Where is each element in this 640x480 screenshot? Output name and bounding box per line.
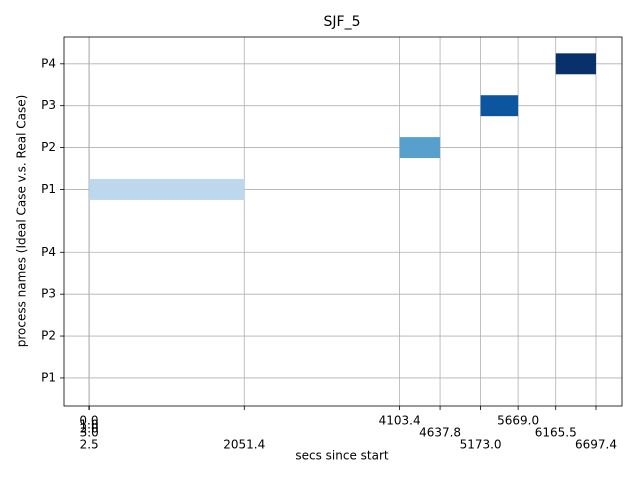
y-tick-label: P3 [41, 98, 56, 112]
y-axis-label: process names (Ideal Case v.s. Real Case… [15, 95, 29, 348]
y-tick-label: P3 [41, 287, 56, 301]
x-tick-label: 4637.8 [419, 426, 461, 440]
bar [555, 53, 596, 75]
y-tick-label: P1 [41, 182, 56, 196]
x-axis-label: secs since start [295, 449, 389, 463]
x-tick-label: 6165.5 [535, 426, 577, 440]
y-tick-label: P2 [41, 140, 56, 154]
bar [480, 95, 519, 117]
y-tick-label: P4 [41, 56, 56, 70]
y-tick-label: P1 [41, 370, 56, 384]
x-tick-label: 6697.4 [575, 438, 617, 452]
x-tick-label: 0.0 [79, 414, 98, 428]
x-tick-label: 2051.4 [223, 438, 265, 452]
x-tick-label: 5173.0 [460, 438, 502, 452]
x-tick-label: 2.5 [80, 438, 99, 452]
axes-frame [63, 36, 623, 407]
chart-title: SJF_5 [324, 14, 361, 30]
y-tick-label: P4 [41, 245, 56, 259]
x-tick-label: 2.0 [80, 422, 99, 436]
x-tick-label: 1.0 [80, 418, 99, 432]
x-tick-label: 3.0 [80, 426, 99, 440]
x-tick-label: 5669.0 [497, 414, 539, 428]
bar [89, 178, 245, 200]
plot-area [64, 37, 622, 406]
x-tick-label: 4103.4 [379, 414, 421, 428]
bar [399, 137, 441, 159]
y-tick-label: P2 [41, 329, 56, 343]
